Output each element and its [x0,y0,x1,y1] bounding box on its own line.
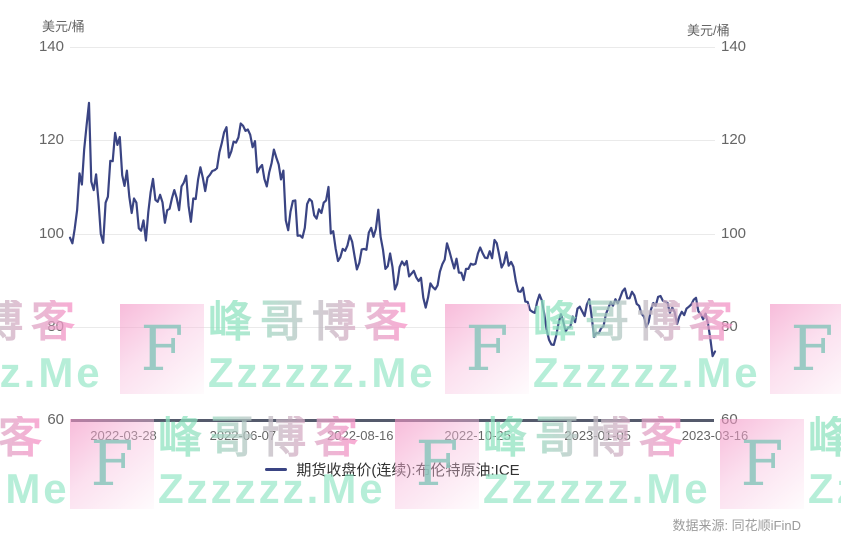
y-tick-left-140: 140 [38,38,64,55]
x-axis-baseline [71,419,714,422]
y-tick-left-60: 60 [47,411,64,428]
gridline-80 [70,326,715,328]
legend-line-swatch [265,468,288,471]
y-tick-right-140: 140 [721,38,747,55]
x-tick-2023-01-05: 2023-01-05 [564,428,631,443]
y-tick-left-120: 120 [38,131,64,149]
x-tick-2022-08-16: 2022-08-16 [327,428,394,443]
data-source-caption: 数据来源: 同花顺iFinD [672,518,801,533]
y-tick-right-120: 120 [721,131,747,149]
y-tick-right-80: 80 [721,317,738,335]
y-tick-left-80: 80 [47,317,64,335]
gridline-140 [70,47,715,48]
chart-legend: 期货收盘价(连续):布伦特原油:ICE [70,459,715,480]
y-axis-unit-right: 美元/桶 [687,23,730,38]
gridline-100 [70,233,715,235]
y-axis-unit-left: 美元/桶 [42,19,85,34]
y-tick-left-100: 100 [38,224,64,242]
brent-price-line [68,101,717,358]
legend-series-label: 期货收盘价(连续):布伦特原油:ICE [296,462,520,479]
y-tick-right-100: 100 [721,224,747,242]
gridline-120 [70,140,715,142]
x-tick-2022-06-07: 2022-06-07 [209,428,277,443]
